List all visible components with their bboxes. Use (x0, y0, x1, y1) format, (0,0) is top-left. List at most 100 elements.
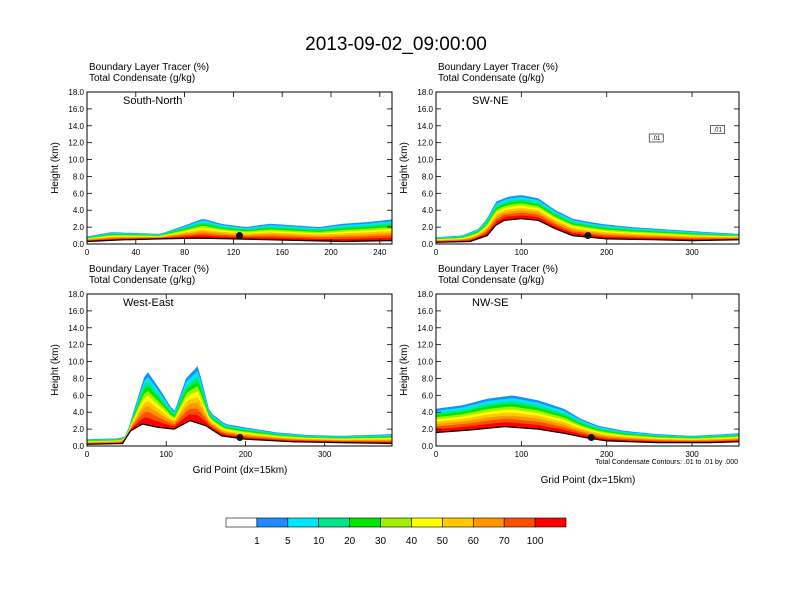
x-tick-label: 300 (685, 248, 699, 257)
y-tick-label: 4.0 (73, 408, 85, 417)
panel-header-tracer: Boundary Layer Tracer (%) (438, 264, 558, 275)
panel-title: West-East (123, 297, 174, 309)
tracer-fill (436, 395, 739, 446)
y-tick-label: 16.0 (68, 307, 84, 316)
y-axis-label: Height (km) (50, 344, 61, 396)
x-tick-label: 0 (85, 450, 90, 459)
x-tick-label: 200 (600, 248, 614, 257)
contour-note: Total Condensate Contours: .01 to .01 by… (595, 459, 738, 466)
y-tick-label: 4.0 (422, 408, 434, 417)
y-tick-label: 0.0 (422, 240, 434, 249)
y-tick-label: 6.0 (73, 391, 85, 400)
y-tick-label: 2.0 (422, 425, 434, 434)
colorbar-label: 50 (437, 536, 449, 547)
colorbar-label: 1 (254, 536, 260, 547)
colorbar-label: 100 (527, 536, 544, 547)
y-tick-label: 18.0 (417, 290, 433, 299)
x-tick-label: 100 (515, 248, 529, 257)
y-tick-label: 14.0 (68, 324, 84, 333)
colorbar-swatch (503, 517, 536, 528)
y-tick-label: 14.0 (68, 122, 84, 131)
x-tick-label: 0 (434, 450, 439, 459)
x-axis-label-bottom-right: Grid Point (dx=15km) (541, 475, 636, 486)
x-tick-label: 40 (131, 248, 140, 257)
colorbar: 1 5 10 20 30 40 50 60 70 100 (225, 517, 567, 547)
panel-header-condensate: Total Condensate (g/kg) (438, 73, 544, 84)
y-tick-label: 4.0 (422, 206, 434, 215)
terrain-fill (87, 238, 392, 244)
contour-label-box (710, 125, 725, 134)
panel-header-tracer: Boundary Layer Tracer (%) (89, 62, 209, 73)
y-tick-label: 2.0 (73, 223, 85, 232)
x-tick-label: 300 (685, 450, 699, 459)
panel-title: NW-SE (472, 297, 508, 309)
y-tick-label: 18.0 (417, 88, 433, 97)
panel-title: South-North (123, 95, 182, 107)
x-tick-label: 0 (434, 248, 439, 257)
y-tick-label: 2.0 (422, 223, 434, 232)
y-tick-label: 0.0 (73, 442, 85, 451)
y-tick-label: 12.0 (417, 139, 433, 148)
colorbar-label: 60 (468, 536, 480, 547)
panels: Boundary Layer Tracer (%)Total Condensat… (50, 62, 740, 459)
x-tick-label: 160 (276, 248, 290, 257)
terrain-fill (436, 426, 739, 446)
x-tick-label: 200 (239, 450, 253, 459)
y-axis-label: Height (km) (399, 142, 410, 194)
colorbar-label: 70 (499, 536, 511, 547)
x-tick-label: 0 (85, 248, 90, 257)
panel-sw-ne: Boundary Layer Tracer (%)Total Condensat… (399, 62, 740, 257)
x-tick-label: 240 (373, 248, 387, 257)
contour-label-box (648, 133, 664, 143)
panel-header-tracer: Boundary Layer Tracer (%) (89, 264, 209, 275)
x-tick-label: 80 (180, 248, 189, 257)
contour-label: .01 (713, 128, 722, 134)
terrain-fill (436, 218, 739, 244)
y-tick-label: 18.0 (68, 290, 84, 299)
colorbar-label: 30 (375, 536, 387, 547)
panel-header-condensate: Total Condensate (g/kg) (89, 73, 195, 84)
colorbar-swatch (225, 517, 258, 528)
plot-frame (435, 293, 740, 447)
tracer-fill (87, 366, 392, 446)
panel-header-condensate: Total Condensate (g/kg) (438, 275, 544, 286)
y-tick-label: 16.0 (68, 105, 84, 114)
tracer-fill (436, 195, 739, 244)
colorbar-swatch (256, 517, 289, 528)
colorbar-swatch (318, 517, 350, 528)
y-tick-label: 2.0 (73, 425, 85, 434)
y-axis-label: Height (km) (399, 344, 410, 396)
y-tick-label: 8.0 (73, 172, 85, 181)
y-tick-label: 16.0 (417, 105, 433, 114)
y-axis-label: Height (km) (50, 142, 61, 194)
colorbar-label: 20 (344, 536, 356, 547)
y-tick-label: 10.0 (68, 358, 84, 367)
location-marker (236, 232, 243, 240)
location-marker (584, 232, 592, 240)
panel-header-condensate: Total Condensate (g/kg) (89, 275, 195, 286)
plot-frame (86, 293, 393, 447)
y-tick-label: 10.0 (417, 156, 433, 165)
panel-header-tracer: Boundary Layer Tracer (%) (438, 62, 558, 73)
y-tick-label: 8.0 (73, 374, 85, 383)
panel-south-north: Boundary Layer Tracer (%)Total Condensat… (50, 62, 393, 257)
x-tick-label: 200 (324, 248, 338, 257)
y-tick-label: 12.0 (68, 139, 84, 148)
y-tick-label: 12.0 (417, 341, 433, 350)
y-tick-label: 8.0 (422, 374, 434, 383)
colorbar-swatch (442, 517, 474, 528)
tracer-fill (87, 219, 392, 244)
y-tick-label: 14.0 (417, 324, 433, 333)
y-tick-label: 18.0 (68, 88, 84, 97)
y-tick-label: 10.0 (417, 358, 433, 367)
colorbar-swatch (349, 517, 381, 528)
contour-label: .01 (652, 136, 661, 142)
terrain-line (436, 425, 739, 444)
x-axis-label-bottom-left: Grid Point (dx=15km) (193, 465, 288, 476)
x-tick-label: 300 (318, 450, 332, 459)
location-marker (236, 434, 244, 442)
y-tick-label: 4.0 (73, 206, 85, 215)
colorbar-swatch (287, 517, 320, 528)
terrain-line (87, 420, 392, 445)
